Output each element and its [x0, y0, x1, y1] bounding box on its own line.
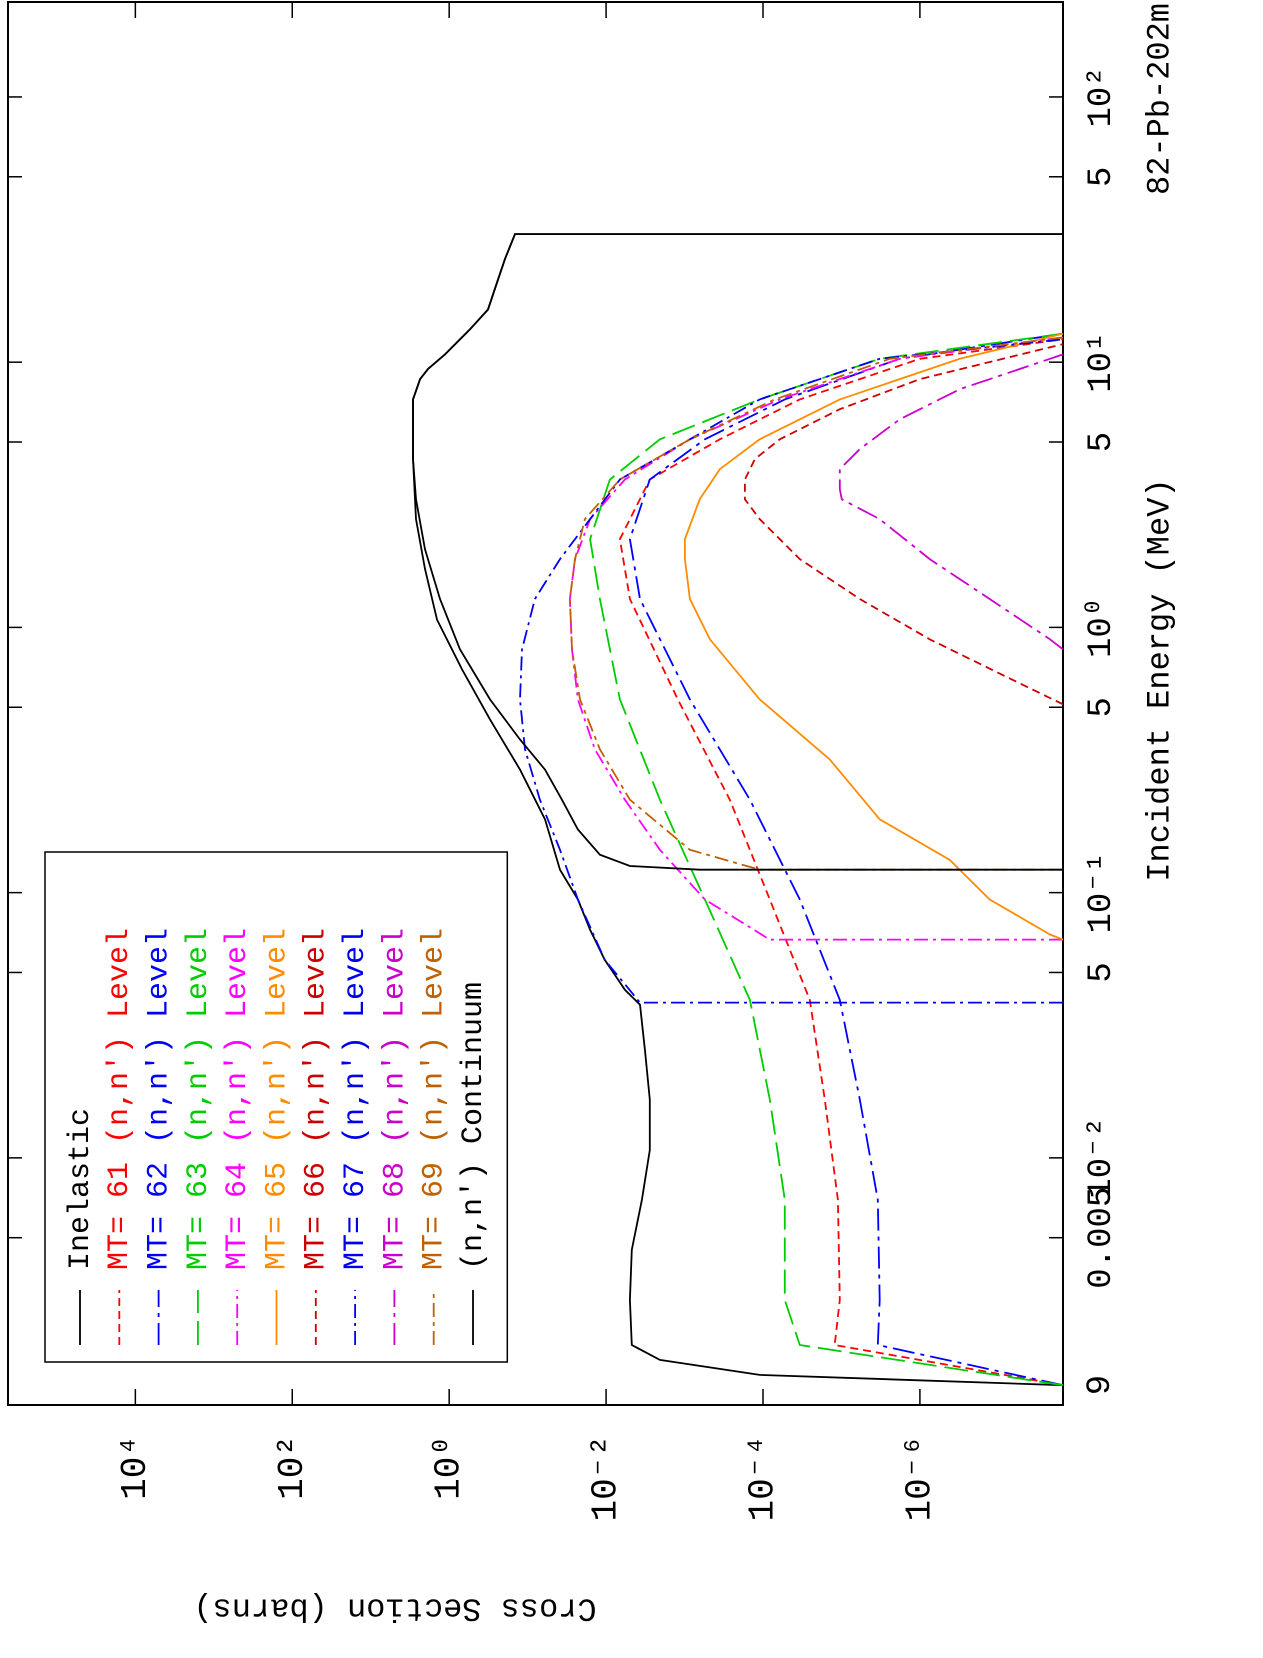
y-tick-label: 10⁰: [429, 1435, 470, 1500]
series-line: [568, 336, 1063, 941]
series-line: [838, 353, 1063, 651]
legend-label: MT= 67 (n,n') Level: [339, 928, 373, 1270]
series-line: [412, 233, 1063, 871]
series-line: [744, 343, 1063, 706]
y-tick-label: 10⁻⁶: [899, 1435, 940, 1521]
legend-label: (n,n') Continuum: [457, 982, 491, 1270]
series-line: [684, 332, 1063, 941]
legend-label: MT= 63 (n,n') Level: [182, 928, 216, 1270]
x-tick-label: 5: [1083, 167, 1121, 187]
x-tick-label: 5: [1083, 697, 1121, 717]
x-tick-label: 0.005: [1083, 1187, 1121, 1289]
x-tick-label: 10⁰: [1083, 597, 1121, 658]
x-tick-label: 10⁻¹: [1083, 852, 1121, 934]
legend-label: MT= 64 (n,n') Level: [221, 928, 255, 1270]
x-tick-label: 5: [1083, 432, 1121, 452]
series-line: [628, 332, 1063, 1387]
legend-label: MT= 66 (n,n') Level: [300, 928, 334, 1270]
y-tick-label: 10⁻⁴: [743, 1435, 784, 1521]
y-tick-label: 10⁴: [115, 1435, 156, 1500]
annotation: 82-Pb-202m: [1141, 3, 1178, 195]
series-line: [412, 233, 1063, 1387]
x-tick-label: 5: [1083, 962, 1121, 982]
legend-label: MT= 65 (n,n') Level: [260, 928, 294, 1270]
corner-label: 9: [1082, 1375, 1120, 1395]
legend-label: MT= 69 (n,n') Level: [418, 928, 452, 1270]
legend-label: MT= 61 (n,n') Level: [103, 928, 137, 1270]
y-tick-label: 10²: [272, 1435, 313, 1500]
series-line: [519, 338, 1063, 1004]
series-line: [589, 332, 1063, 1387]
series-line: [618, 338, 1063, 1387]
x-tick-label: 10¹: [1083, 332, 1121, 393]
legend-label: Inelastic: [64, 1108, 98, 1270]
x-tick-label: 10⁻²: [1083, 1117, 1121, 1199]
y-tick-label: 10⁻²: [586, 1435, 627, 1521]
x-tick-label: 10²: [1083, 66, 1121, 127]
y-axis-label: Cross Section (barns): [193, 1590, 596, 1627]
x-axis-label: Incident Energy (MeV): [1141, 478, 1178, 881]
legend-box: [44, 851, 509, 1363]
chart-body: Incident Energy (MeV) 82-Pb-202m 9 Cross…: [7, 1, 1178, 1627]
legend-label: MT= 68 (n,n') Level: [378, 928, 412, 1270]
legend-label: MT= 62 (n,n') Level: [143, 928, 177, 1270]
series-line: [568, 336, 1063, 871]
